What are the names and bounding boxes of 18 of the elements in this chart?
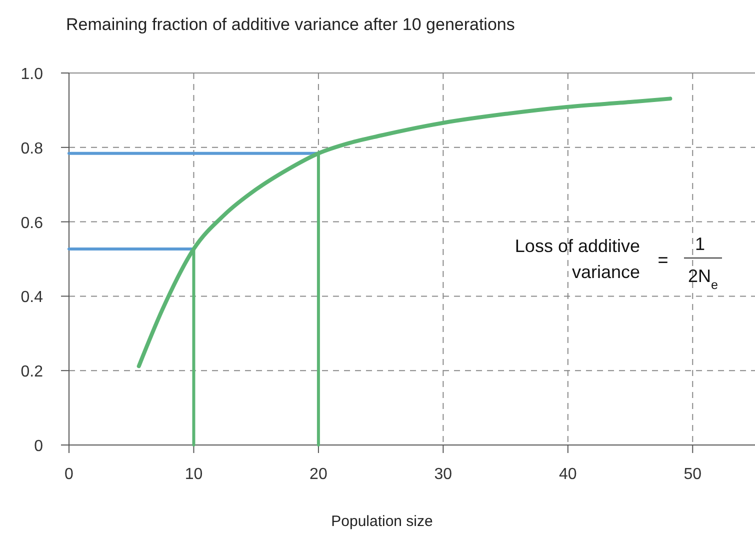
x-tick-label: 50 (684, 466, 702, 483)
annotation: 2N$_{e}$ (688, 266, 718, 292)
x-axis-title: Population size (331, 513, 433, 530)
x-tick-label: 10 (184, 466, 203, 483)
annotation: Loss of additive variance (514, 236, 640, 282)
annotation: = (658, 250, 668, 270)
x-tick-label: 40 (559, 466, 577, 483)
x-tick-label: 30 (434, 466, 452, 483)
y-tick-label: 0.2 (20, 364, 44, 381)
x-tick-label: 0 (64, 466, 74, 483)
y-tick-label: 0 (34, 438, 44, 455)
y-tick-label: 0.6 (20, 214, 44, 232)
y-tick-label: 0.4 (20, 289, 44, 306)
chart-title: Remaining fraction of additive variance after 10 generations (66, 15, 515, 34)
y-tick-label: 0.8 (20, 140, 44, 158)
annotation: 1 (694, 234, 706, 254)
x-tick-label: 20 (310, 466, 328, 483)
y-tick-label: 1.0 (20, 66, 44, 83)
